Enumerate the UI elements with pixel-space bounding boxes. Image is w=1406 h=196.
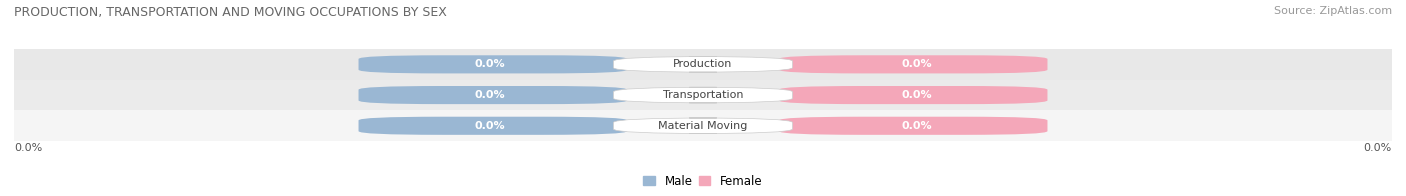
Legend: Male, Female: Male, Female — [638, 170, 768, 192]
Text: Material Moving: Material Moving — [658, 121, 748, 131]
Text: 0.0%: 0.0% — [474, 59, 505, 69]
Text: 0.0%: 0.0% — [1364, 143, 1392, 153]
Text: 0.0%: 0.0% — [474, 90, 505, 100]
FancyBboxPatch shape — [14, 110, 1392, 141]
Text: 0.0%: 0.0% — [14, 143, 42, 153]
Text: 0.0%: 0.0% — [901, 90, 932, 100]
FancyBboxPatch shape — [359, 55, 627, 74]
FancyBboxPatch shape — [613, 87, 793, 103]
FancyBboxPatch shape — [779, 55, 1047, 74]
FancyBboxPatch shape — [613, 56, 793, 72]
FancyBboxPatch shape — [359, 86, 627, 104]
Text: Production: Production — [673, 59, 733, 69]
FancyBboxPatch shape — [779, 117, 1047, 135]
FancyBboxPatch shape — [14, 80, 1392, 110]
Text: Transportation: Transportation — [662, 90, 744, 100]
FancyBboxPatch shape — [613, 118, 793, 134]
Text: 0.0%: 0.0% — [474, 121, 505, 131]
Text: 0.0%: 0.0% — [901, 121, 932, 131]
FancyBboxPatch shape — [779, 86, 1047, 104]
Text: PRODUCTION, TRANSPORTATION AND MOVING OCCUPATIONS BY SEX: PRODUCTION, TRANSPORTATION AND MOVING OC… — [14, 6, 447, 19]
Text: 0.0%: 0.0% — [901, 59, 932, 69]
FancyBboxPatch shape — [359, 117, 627, 135]
Text: Source: ZipAtlas.com: Source: ZipAtlas.com — [1274, 6, 1392, 16]
FancyBboxPatch shape — [14, 49, 1392, 80]
